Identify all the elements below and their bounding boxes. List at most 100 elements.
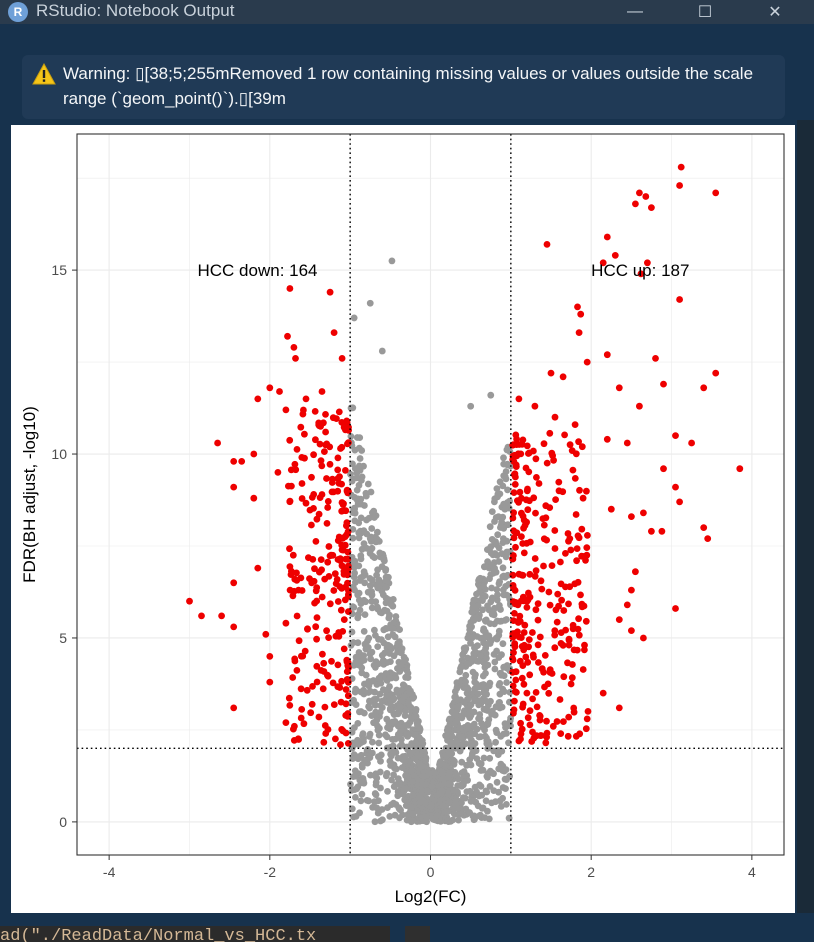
ns-point xyxy=(507,722,514,730)
ns-point xyxy=(483,697,490,705)
x-tick-label: 4 xyxy=(748,864,756,880)
ns-point xyxy=(498,671,505,679)
significant-point xyxy=(335,408,343,416)
significant-point xyxy=(297,423,305,431)
ns-point xyxy=(389,602,397,610)
ns-point xyxy=(503,461,511,469)
significant-point xyxy=(575,615,582,623)
significant-point xyxy=(570,646,578,654)
significant-point xyxy=(564,732,572,740)
significant-point xyxy=(336,684,344,691)
significant-point xyxy=(704,535,712,542)
significant-point xyxy=(514,628,521,636)
significant-point xyxy=(636,189,643,197)
significant-point xyxy=(282,619,290,627)
significant-point xyxy=(552,496,559,503)
significant-point xyxy=(513,441,520,448)
significant-point xyxy=(520,549,528,557)
significant-point xyxy=(284,332,291,340)
significant-point xyxy=(316,440,324,448)
ns-point xyxy=(416,760,424,768)
significant-point xyxy=(565,537,572,545)
ns-point xyxy=(494,531,502,539)
ns-point xyxy=(468,634,476,642)
significant-point xyxy=(531,732,539,740)
significant-point xyxy=(548,562,556,569)
significant-point xyxy=(537,577,545,585)
ns-point xyxy=(395,804,403,812)
significant-point xyxy=(316,494,324,501)
ns-point xyxy=(439,770,446,777)
significant-point xyxy=(648,527,655,535)
significant-point xyxy=(559,488,567,496)
ns-point xyxy=(378,704,386,711)
significant-point xyxy=(574,578,582,586)
significant-point xyxy=(578,600,586,608)
ns-point xyxy=(351,446,359,454)
ns-point xyxy=(501,720,509,728)
ns-point xyxy=(492,514,500,521)
ns-point xyxy=(358,777,365,785)
ns-point xyxy=(487,598,495,606)
significant-point xyxy=(511,640,519,648)
significant-point xyxy=(289,551,297,559)
ns-point xyxy=(383,691,390,699)
title-bar[interactable]: R RStudio: Notebook Output — ☐ ✕ xyxy=(0,0,814,24)
significant-point xyxy=(565,635,573,643)
ns-point xyxy=(433,792,441,799)
ns-point xyxy=(493,541,500,548)
significant-point xyxy=(534,616,542,624)
maximize-button[interactable]: ☐ xyxy=(697,4,713,21)
significant-point xyxy=(509,452,517,460)
warning-banner: Warning: ▯[38;5;255mRemoved 1 row contai… xyxy=(22,55,785,119)
significant-point xyxy=(295,586,302,594)
significant-point xyxy=(315,419,323,427)
close-button[interactable]: ✕ xyxy=(768,4,782,21)
minimize-button[interactable]: — xyxy=(627,3,643,20)
significant-point xyxy=(334,466,342,474)
significant-point xyxy=(672,483,679,491)
ns-point xyxy=(348,628,356,636)
significant-point xyxy=(340,645,348,653)
ns-point xyxy=(492,568,500,576)
ns-point xyxy=(466,626,474,634)
x-axis-label: Log2(FC) xyxy=(395,887,467,906)
significant-point xyxy=(644,259,651,267)
significant-point xyxy=(338,480,345,488)
ns-point xyxy=(392,613,400,620)
ns-point xyxy=(348,728,356,736)
ns-point xyxy=(488,584,495,592)
ns-point xyxy=(452,795,460,803)
ns-point xyxy=(351,505,358,513)
significant-point xyxy=(558,596,565,604)
significant-point xyxy=(515,395,523,403)
significant-point xyxy=(541,652,549,659)
significant-point xyxy=(534,600,542,607)
ns-point xyxy=(481,563,488,571)
ns-point xyxy=(355,529,363,537)
ns-point xyxy=(493,778,501,786)
ns-point xyxy=(445,780,453,788)
ns-point xyxy=(372,632,379,639)
significant-point xyxy=(540,521,548,529)
ns-point xyxy=(350,696,357,704)
ns-point xyxy=(428,783,436,790)
significant-point xyxy=(282,719,290,726)
significant-point xyxy=(338,355,346,362)
ns-point xyxy=(454,696,462,704)
ns-point xyxy=(470,604,477,612)
significant-point xyxy=(289,592,297,600)
significant-point xyxy=(530,653,537,661)
significant-point xyxy=(531,555,539,562)
window-title: RStudio: Notebook Output xyxy=(36,1,235,20)
significant-point xyxy=(519,540,527,547)
significant-point xyxy=(658,527,666,535)
ns-point xyxy=(483,788,491,796)
significant-point xyxy=(531,572,539,580)
ns-point xyxy=(506,688,514,696)
ns-point xyxy=(458,662,465,670)
significant-point xyxy=(312,623,320,631)
significant-point xyxy=(337,741,344,748)
ns-point xyxy=(480,582,487,590)
ns-point xyxy=(383,733,391,741)
